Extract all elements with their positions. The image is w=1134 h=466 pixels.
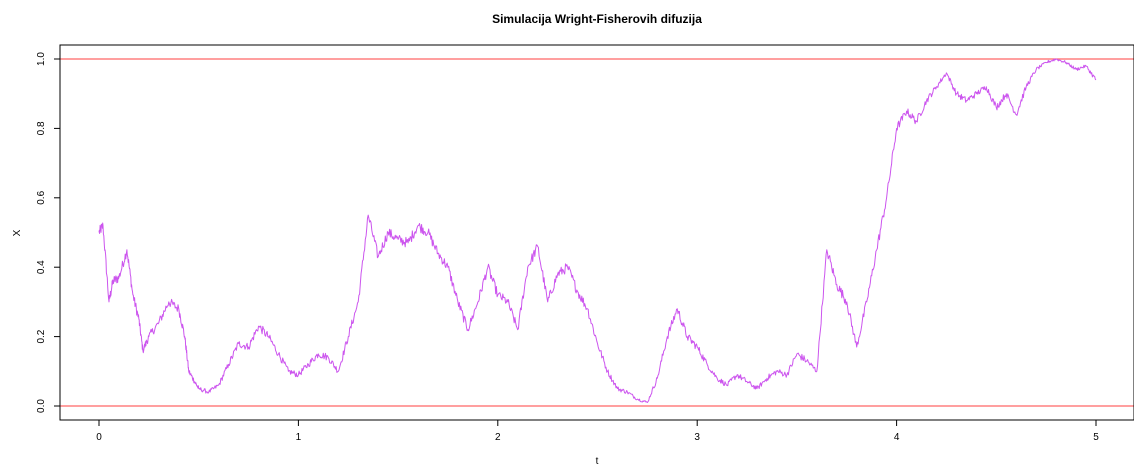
y-tick-label-0: 0.0: [36, 399, 47, 413]
y-tick-label-2: 0.4: [36, 260, 47, 274]
y-tick-label-4: 0.8: [36, 121, 47, 135]
x-tick-label-4: 4: [894, 432, 900, 443]
y-tick-label-1: 0.2: [36, 329, 47, 343]
y-tick-label-3: 0.6: [36, 190, 47, 204]
y-axis: 0.0 0.2 0.4 0.6 0.8 1.0: [36, 52, 60, 413]
x-tick-label-5: 5: [1093, 432, 1099, 443]
x-tick-label-2: 2: [495, 432, 501, 443]
x-tick-label-1: 1: [296, 432, 302, 443]
plot-frame: [59, 44, 1134, 421]
x-axis-title: t: [596, 456, 599, 466]
x-tick-label-3: 3: [694, 432, 700, 443]
reference-lines: [60, 58, 1134, 407]
chart-title: Simulacija Wright-Fisherovih difuzija: [492, 12, 702, 26]
y-tick-label-5: 1.0: [36, 52, 47, 66]
x-tick-label-0: 0: [96, 432, 102, 443]
series-line: [98, 58, 1097, 403]
x-axis: 0 1 2 3 4 5: [96, 420, 1099, 443]
y-axis-title: X: [12, 229, 23, 236]
